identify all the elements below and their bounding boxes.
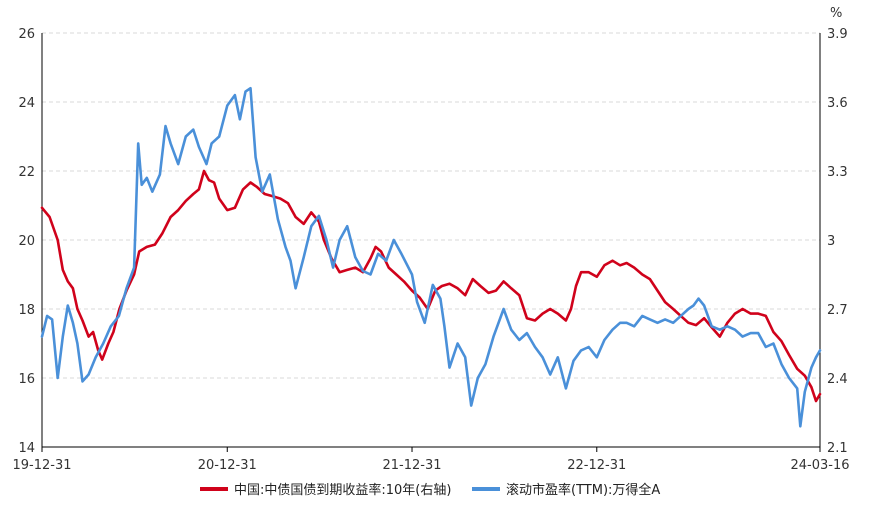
y-right-tick-label: 3	[827, 234, 835, 249]
y-left-tick-label: 18	[18, 303, 35, 318]
x-tick-label: 19-12-31	[12, 458, 71, 473]
legend-label-1: 滚动市盈率(TTM):万得全A	[506, 482, 660, 498]
x-tick-label: 24-03-16	[790, 458, 849, 473]
y-left-tick-label: 20	[18, 234, 35, 249]
axes: 14 16 18 20 22 24 26 2.1 2.4 2.7 3 3.3 3.6 3.9% 19-12-…	[12, 6, 849, 473]
y-left-tick-label: 16	[18, 372, 35, 387]
y-right-tick-label: 3.3	[827, 165, 848, 180]
y-right-tick-label: 3.6	[827, 96, 848, 111]
y-right-tick-label: 2.4	[827, 372, 848, 387]
x-tick-label: 20-12-31	[198, 458, 257, 473]
y-right-tick-label: 3.9	[827, 27, 848, 42]
y-right-unit: %	[830, 6, 842, 21]
y-left-tick-label: 22	[18, 165, 35, 180]
series-line-0	[40, 169, 822, 403]
x-tick-label: 21-12-31	[383, 458, 442, 473]
legend: 中国:中债国债到期收益率:10年(右轴) 滚动市盈率(TTM):万得全A	[200, 482, 660, 498]
x-tick-label: 22-12-31	[567, 458, 626, 473]
y-left-tick-label: 14	[18, 441, 35, 456]
grid	[42, 32, 820, 379]
legend-label-0: 中国:中债国债到期收益率:10年(右轴)	[234, 482, 451, 498]
y-left-tick-label: 26	[18, 27, 35, 42]
series	[40, 86, 822, 428]
y-left-tick-label: 24	[18, 96, 35, 111]
y-right-tick-label: 2.1	[827, 441, 848, 456]
y-right-tick-label: 2.7	[827, 303, 848, 318]
series-line-1	[40, 86, 822, 428]
